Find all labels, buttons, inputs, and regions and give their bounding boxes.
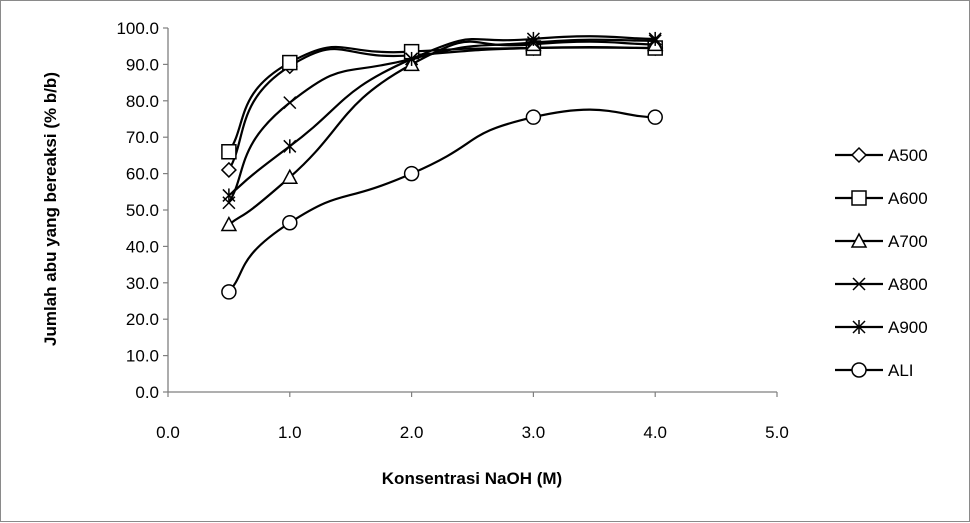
circle-marker [525, 109, 542, 125]
legend-marker-a500 [850, 146, 868, 164]
circle-marker [647, 109, 663, 125]
square-marker [221, 144, 237, 160]
x-tick-label: 4.0 [643, 423, 667, 442]
diamond-marker [850, 146, 868, 164]
x-tick-label: 3.0 [522, 423, 546, 442]
legend-marker-a700 [850, 232, 868, 248]
data-point-a600 [221, 144, 237, 160]
x-axis-title: Konsentrasi NaOH (M) [382, 469, 562, 488]
y-tick-label: 40.0 [126, 237, 159, 256]
triangle-marker [220, 215, 238, 232]
y-tick-label: 50.0 [126, 201, 159, 220]
series-line-ali [228, 108, 656, 293]
data-point-ali [282, 214, 298, 231]
triangle-marker [850, 232, 868, 248]
tick-labels: 0.0 10.0 20.0 30.0 40.0 50.0 60.0 70.0 80.0 90.0 1… [116, 19, 788, 442]
data-point-ali [647, 109, 663, 125]
circle-marker [282, 214, 298, 231]
legend-marker-a600 [851, 190, 867, 206]
y-tick-label: 90.0 [126, 55, 159, 74]
data-point-a900 [648, 31, 662, 46]
data-point-ali [221, 284, 237, 300]
y-tick-label: 0.0 [135, 383, 159, 402]
data-point-a500 [220, 161, 237, 179]
x-tick-label: 1.0 [278, 423, 302, 442]
circle-marker [403, 165, 420, 182]
axes [163, 27, 778, 397]
data-point-ali [403, 165, 420, 182]
legend-marker-ali [851, 362, 867, 378]
legend-label-a800: A800 [888, 275, 928, 294]
x-marker-stroke [283, 96, 297, 110]
legend-label-a900: A900 [888, 318, 928, 337]
data-point-a700 [220, 215, 238, 232]
legend-label-ali: ALI [888, 361, 914, 380]
x-tick-label: 0.0 [156, 423, 180, 442]
legend-label-a700: A700 [888, 232, 928, 251]
y-axis-title: Jumlah abu yang bereaksi (% b/b) [41, 72, 60, 346]
diamond-marker [220, 161, 237, 179]
x-tick-label: 5.0 [765, 423, 789, 442]
y-tick-label: 60.0 [126, 165, 159, 184]
circle-marker [221, 284, 237, 300]
legend-label-a600: A600 [888, 189, 928, 208]
square-marker [282, 54, 298, 71]
data-point-a900 [283, 139, 297, 154]
y-tick-label: 70.0 [126, 128, 159, 147]
data-point-a900 [405, 51, 419, 66]
series-group [220, 31, 664, 300]
legend-label-a500: A500 [888, 146, 928, 165]
data-point-a700 [281, 168, 299, 184]
data-point-a900 [222, 188, 236, 203]
data-point-a900 [526, 31, 540, 46]
legend-marker-a800 [852, 277, 866, 291]
legend: A500 A600 A700 A800 A900 ALI [835, 146, 928, 380]
y-tick-label: 20.0 [126, 310, 159, 329]
data-point-ali [525, 109, 542, 125]
x-tick-label: 2.0 [400, 423, 424, 442]
data-point-a600 [282, 54, 298, 71]
square-marker [851, 190, 867, 206]
legend-marker-a900 [852, 320, 866, 334]
y-tick-label: 100.0 [116, 19, 159, 38]
y-tick-label: 10.0 [126, 347, 159, 366]
y-tick-label: 30.0 [126, 274, 159, 293]
y-tick-label: 80.0 [126, 92, 159, 111]
data-point-a800 [283, 96, 297, 110]
triangle-marker [281, 168, 299, 184]
circle-marker [851, 362, 867, 378]
x-marker-stroke [852, 277, 866, 291]
